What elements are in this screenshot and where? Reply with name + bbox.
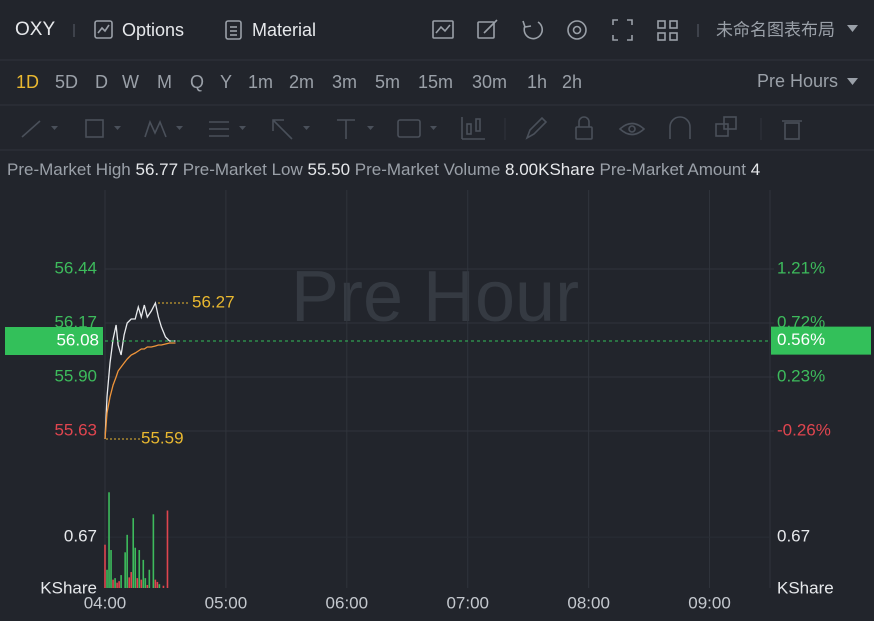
dropdown-arrow[interactable] <box>847 25 858 32</box>
settings-icon[interactable] <box>567 20 587 40</box>
chart: Pre Hour 04:00 05:00 06:00 07:00 08:00 09:00 56… <box>5 190 871 612</box>
volume-bar <box>156 581 159 588</box>
period-button[interactable]: 3m <box>332 72 357 92</box>
stat-value: 55.50 <box>307 160 351 179</box>
stat-value: 4 <box>750 160 761 179</box>
volume-bar <box>148 569 151 588</box>
x-tick-label: 07:00 <box>446 593 489 612</box>
stat-label: Pre-Market High <box>7 160 131 179</box>
volume-bar <box>154 579 157 588</box>
options-button[interactable]: Options <box>122 20 184 40</box>
period-button[interactable]: W <box>122 72 139 92</box>
volume-bar <box>116 582 118 588</box>
reset-icon[interactable] <box>522 20 544 40</box>
draw-icon[interactable] <box>477 19 498 39</box>
period-button[interactable]: 30m <box>472 72 507 92</box>
y-tick-label: 55.63 <box>54 420 97 439</box>
fullscreen-icon[interactable] <box>612 19 633 41</box>
volume-unit: KShare <box>777 578 834 597</box>
volume-bar <box>136 578 139 588</box>
stat-value: 56.77 <box>135 160 179 179</box>
period-button[interactable]: M <box>157 72 172 92</box>
last-change-label: 0.56% <box>777 330 825 349</box>
material-button[interactable]: Material <box>252 20 316 40</box>
y-tick-label: 56.44 <box>54 258 97 277</box>
volume-bar <box>108 492 110 588</box>
y2-tick-label: 1.21% <box>777 258 825 277</box>
period-button[interactable]: 2h <box>562 72 582 92</box>
volume-bar <box>126 534 128 588</box>
y-tick-label: 56.17 <box>54 312 97 331</box>
volume-bar <box>128 577 130 588</box>
y2-tick-label: 0.67 <box>777 527 810 546</box>
volume-bar <box>132 518 135 588</box>
stat-label: Pre-Market Volume <box>354 160 501 179</box>
last-price-label: 56.08 <box>56 330 99 349</box>
period-button[interactable]: 5m <box>375 72 400 92</box>
volume-bar <box>158 584 161 588</box>
volume-bar <box>124 552 126 588</box>
period-button[interactable]: Q <box>190 72 204 92</box>
x-tick-label: 08:00 <box>567 593 610 612</box>
symbol[interactable]: OXY <box>15 19 55 40</box>
low-label: 55.59 <box>141 428 184 447</box>
drawing-tools <box>21 116 802 140</box>
options-icon[interactable] <box>94 20 113 39</box>
y-tick-label: 55.90 <box>54 366 97 385</box>
volume-bar <box>118 581 120 588</box>
period-button[interactable]: 15m <box>418 72 453 92</box>
last-price-box <box>5 327 103 355</box>
y-tick-label: 0.67 <box>64 527 97 546</box>
volume-bar <box>152 514 155 588</box>
volume-bar <box>114 578 116 588</box>
last-change-box <box>771 326 871 355</box>
volume-bar <box>134 547 137 588</box>
period-button[interactable]: 5D <box>55 72 78 92</box>
period-button[interactable]: D <box>95 72 108 92</box>
period-button[interactable]: 1m <box>248 72 273 92</box>
y2-tick-label: -0.26% <box>777 420 831 439</box>
dropdown-arrow[interactable] <box>847 78 858 85</box>
volume-bar <box>130 572 132 588</box>
session-select[interactable]: Pre Hours <box>757 71 838 91</box>
high-label: 56.27 <box>192 292 235 311</box>
volume-bar <box>146 584 149 588</box>
x-tick-label: 06:00 <box>326 593 369 612</box>
material-icon[interactable] <box>225 20 242 40</box>
period-button[interactable]: 1D <box>16 72 39 92</box>
x-tick-label: 04:00 <box>84 593 127 612</box>
volume-bar <box>138 550 141 588</box>
volume-bar <box>112 579 114 588</box>
period-button[interactable]: 2m <box>289 72 314 92</box>
price-line <box>104 342 176 440</box>
volume-bar <box>166 510 169 588</box>
period-button[interactable]: 1h <box>527 72 547 92</box>
volume-bar <box>104 544 106 588</box>
stat-label: Pre-Market Amount <box>599 160 746 179</box>
price-line <box>104 301 176 440</box>
layout-icon[interactable] <box>657 20 678 41</box>
y2-tick-label: 0.23% <box>777 366 825 385</box>
period-button[interactable]: Y <box>220 72 232 92</box>
volume-bar <box>162 585 165 588</box>
stat-value: 8.00KShare <box>505 160 595 179</box>
volume-bar <box>142 559 145 588</box>
x-tick-label: 09:00 <box>688 593 731 612</box>
volume-bar <box>144 578 147 588</box>
watermark: Pre Hour <box>291 257 579 337</box>
indicator-icon[interactable] <box>432 20 454 39</box>
pre-market-stats: Pre-Market High 56.77 Pre-Market Low 55.… <box>7 160 874 180</box>
volume-bar <box>110 550 112 588</box>
volume-unit: KShare <box>40 578 97 597</box>
layout-name[interactable]: 未命名图表布局 <box>716 20 835 39</box>
volume-bar <box>106 569 108 588</box>
stat-label: Pre-Market Low <box>182 160 303 179</box>
volume-bar <box>120 575 122 588</box>
x-tick-label: 05:00 <box>205 593 248 612</box>
volume-bar <box>140 579 143 588</box>
